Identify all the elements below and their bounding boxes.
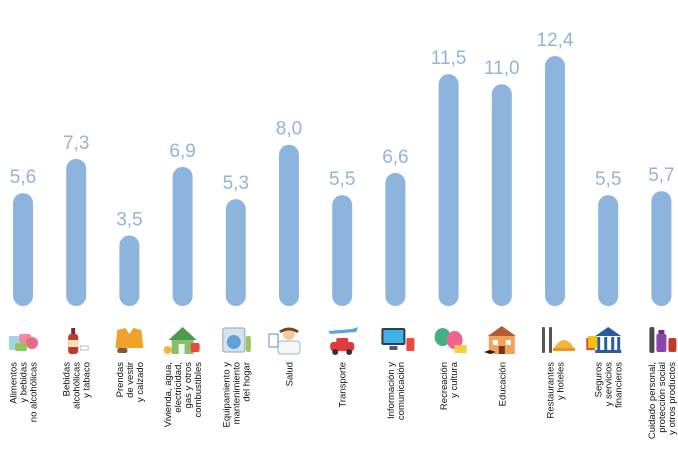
- category-label: Recreacióny cultura: [439, 361, 460, 410]
- washing-machine-icon: [222, 327, 251, 353]
- bar: [172, 166, 193, 306]
- category-label: Alimentosy bebidasno alcohólicas: [9, 362, 40, 422]
- computer-icon: [381, 328, 415, 351]
- data-label: 3,5: [116, 209, 142, 230]
- bar: [119, 235, 140, 306]
- school-building-icon: [483, 326, 516, 354]
- data-label: 7,3: [63, 133, 89, 154]
- category-label: Segurosy serviciosfinancieros: [594, 362, 625, 408]
- data-label: 12,4: [537, 30, 574, 51]
- personal-care-icon: [649, 327, 677, 353]
- bar: [651, 191, 672, 306]
- wine-bottle-icon: [68, 328, 89, 354]
- data-label: 6,9: [169, 141, 195, 162]
- data-label: 5,3: [223, 173, 249, 194]
- data-label: 5,5: [329, 169, 355, 190]
- bar: [438, 74, 459, 306]
- data-label: 6,6: [382, 147, 408, 168]
- category-label: Restaurantesy hoteles: [546, 362, 567, 419]
- bar: [545, 56, 565, 306]
- category-label: Prendasde vestiry calzado: [115, 362, 146, 402]
- bar: [13, 193, 33, 306]
- data-label: 5,7: [648, 165, 674, 186]
- jacket-icon: [115, 328, 144, 353]
- doctor-icon: [268, 327, 301, 355]
- bar: [385, 172, 406, 306]
- bar: [66, 158, 87, 306]
- data-label: 11,0: [484, 58, 520, 79]
- data-label: 5,6: [10, 167, 36, 188]
- category-label: Transporte: [338, 362, 349, 408]
- category-label: Equipamiento ymantenimientodel hogar: [221, 362, 252, 428]
- house-icon: [163, 327, 200, 354]
- category-label: Cuidado personal,protección socialy otro…: [647, 362, 678, 439]
- food-icon: [9, 334, 38, 351]
- bar: [279, 144, 299, 306]
- bar: [225, 199, 246, 306]
- cutlery-icon: [542, 327, 575, 353]
- data-label: 11,5: [431, 48, 467, 69]
- data-label: 8,0: [276, 119, 302, 140]
- category-label: Salud: [285, 362, 296, 386]
- category-label: Educación: [497, 362, 508, 406]
- bar: [491, 84, 512, 307]
- data-label: 5,5: [595, 169, 621, 190]
- category-label: Información ycomunicación: [386, 362, 407, 420]
- category-label: Vivienda, agua,electricidad,gas y otrosc…: [163, 362, 204, 428]
- theatre-masks-icon: [434, 328, 467, 353]
- bar: [598, 195, 619, 306]
- bar: [332, 195, 353, 306]
- bank-icon: [586, 327, 622, 353]
- car-plane-icon: [328, 327, 359, 355]
- category-label: Bebidasalcohólicasy tabaco: [62, 362, 93, 409]
